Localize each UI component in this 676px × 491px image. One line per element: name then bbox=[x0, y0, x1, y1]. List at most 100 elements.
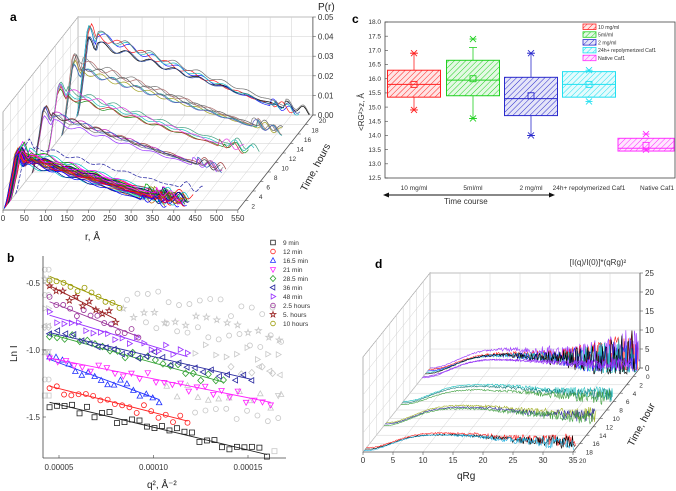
data-point bbox=[152, 379, 160, 387]
time-tick-label: 12 bbox=[606, 424, 614, 431]
excluded-data-point bbox=[163, 320, 170, 327]
data-point bbox=[112, 336, 119, 344]
mean-marker bbox=[585, 80, 593, 88]
data-point bbox=[114, 347, 122, 355]
time-tick-label: 4 bbox=[633, 391, 637, 398]
excluded-data-point bbox=[265, 367, 273, 375]
data-point bbox=[128, 326, 135, 332]
x-tick-label: 0.00005 bbox=[45, 463, 74, 472]
time-tick-label: 0 bbox=[646, 374, 650, 381]
y-tick-label: 17.0 bbox=[368, 48, 381, 55]
panel-label-b: b bbox=[7, 251, 14, 265]
data-point bbox=[90, 329, 97, 337]
time-tick-label: 12 bbox=[289, 156, 297, 163]
side-gridline bbox=[2, 16, 79, 113]
mean-marker bbox=[642, 141, 650, 149]
data-point bbox=[170, 351, 177, 358]
excluded-data-point bbox=[143, 319, 149, 326]
excluded-data-point bbox=[275, 351, 283, 358]
excluded-data-point bbox=[45, 266, 52, 273]
data-point bbox=[53, 383, 60, 390]
data-point bbox=[95, 293, 102, 300]
excluded-data-point bbox=[139, 308, 149, 317]
time-course-label: Time course bbox=[444, 197, 488, 206]
panel-b-guinier-plot: b 9 min 12 min 16.5 min 21 min 28.5 min 36 mi… bbox=[7, 239, 311, 491]
time-axis-title: Time, hours bbox=[299, 142, 333, 193]
data-point bbox=[201, 383, 209, 391]
mean-marker bbox=[410, 80, 418, 88]
legend-marker bbox=[270, 302, 276, 309]
excluded-data-point bbox=[41, 376, 48, 383]
time-tick-label: 2 bbox=[639, 382, 643, 389]
excluded-data-point bbox=[238, 303, 245, 310]
side-gridline bbox=[362, 291, 431, 377]
excluded-data-point bbox=[277, 390, 285, 397]
y-tick-label: 15.0 bbox=[368, 104, 381, 111]
excluded-data-point bbox=[259, 311, 266, 318]
pr-tick-label: 0.00 bbox=[318, 111, 334, 120]
y-tick-label: 14.5 bbox=[368, 118, 381, 125]
z-tick-label: 0 bbox=[645, 364, 650, 373]
side-gridline bbox=[362, 272, 431, 358]
qrg-tick-label: 30 bbox=[539, 456, 548, 465]
excluded-data-point bbox=[150, 307, 159, 317]
data-point bbox=[91, 414, 98, 421]
data-point bbox=[204, 370, 212, 379]
qrg-tick-label: 35 bbox=[569, 456, 578, 465]
pr-axis-title: P(r) bbox=[318, 2, 335, 13]
legend-label: 10 mg/ml bbox=[598, 25, 619, 31]
data-point bbox=[209, 391, 217, 399]
excluded-data-point bbox=[212, 406, 219, 412]
panel-d-kratky-waterfall: d 0 5 10 15 20 25 30 35024681012141618200510152… bbox=[361, 257, 658, 482]
arrow-head-right bbox=[549, 192, 555, 198]
excluded-data-point bbox=[271, 448, 278, 455]
pr-curve bbox=[32, 105, 221, 173]
excluded-data-point bbox=[44, 274, 53, 283]
category-label: 5ml/ml bbox=[463, 185, 483, 192]
data-point bbox=[54, 402, 60, 409]
excluded-data-point bbox=[42, 305, 49, 312]
data-point bbox=[215, 372, 222, 380]
legend-label: 9 min bbox=[283, 240, 299, 247]
excluded-data-point bbox=[236, 331, 243, 337]
qrg-tick-label: 10 bbox=[419, 456, 428, 465]
excluded-data-point bbox=[233, 320, 242, 329]
y-tick-label: 18.0 bbox=[368, 19, 381, 26]
data-point bbox=[121, 330, 128, 336]
data-point bbox=[167, 361, 174, 369]
excluded-data-point bbox=[173, 393, 181, 400]
excluded-data-point bbox=[267, 404, 275, 411]
legend-label: 28.5 min bbox=[283, 276, 308, 283]
data-point bbox=[223, 371, 230, 379]
side-gridline bbox=[2, 36, 79, 132]
pr-curve bbox=[3, 159, 184, 209]
data-point bbox=[160, 379, 168, 387]
data-point bbox=[197, 376, 205, 385]
data-point bbox=[97, 376, 105, 383]
excluded-data-point bbox=[274, 335, 284, 344]
data-point bbox=[110, 381, 118, 388]
excluded-data-point bbox=[196, 297, 203, 304]
data-point bbox=[136, 392, 144, 399]
side-gridline bbox=[362, 329, 431, 415]
excluded-data-point bbox=[170, 317, 180, 326]
excluded-data-point bbox=[222, 318, 232, 327]
y-axis-title: <RG²>z, Å bbox=[357, 92, 366, 130]
data-point bbox=[98, 309, 107, 318]
excluded-data-point bbox=[246, 342, 253, 349]
data-point bbox=[71, 367, 79, 374]
pr-curve bbox=[15, 138, 204, 195]
excluded-data-point bbox=[155, 288, 162, 295]
kratky-curve bbox=[422, 358, 632, 379]
kratky-curve bbox=[423, 357, 634, 377]
pr-curve bbox=[76, 36, 310, 117]
panel-label-d: d bbox=[375, 257, 382, 271]
mean-marker bbox=[527, 92, 535, 100]
excluded-data-point bbox=[254, 326, 263, 335]
data-point bbox=[61, 330, 69, 338]
excluded-data-point bbox=[191, 311, 201, 320]
data-point bbox=[90, 392, 97, 399]
pr-curve bbox=[3, 153, 167, 209]
panel-a-pr-waterfall: a 0 50 100 150 200 250 300 350 400 450 500 55024681… bbox=[1, 2, 335, 243]
legend-marker bbox=[270, 239, 276, 246]
